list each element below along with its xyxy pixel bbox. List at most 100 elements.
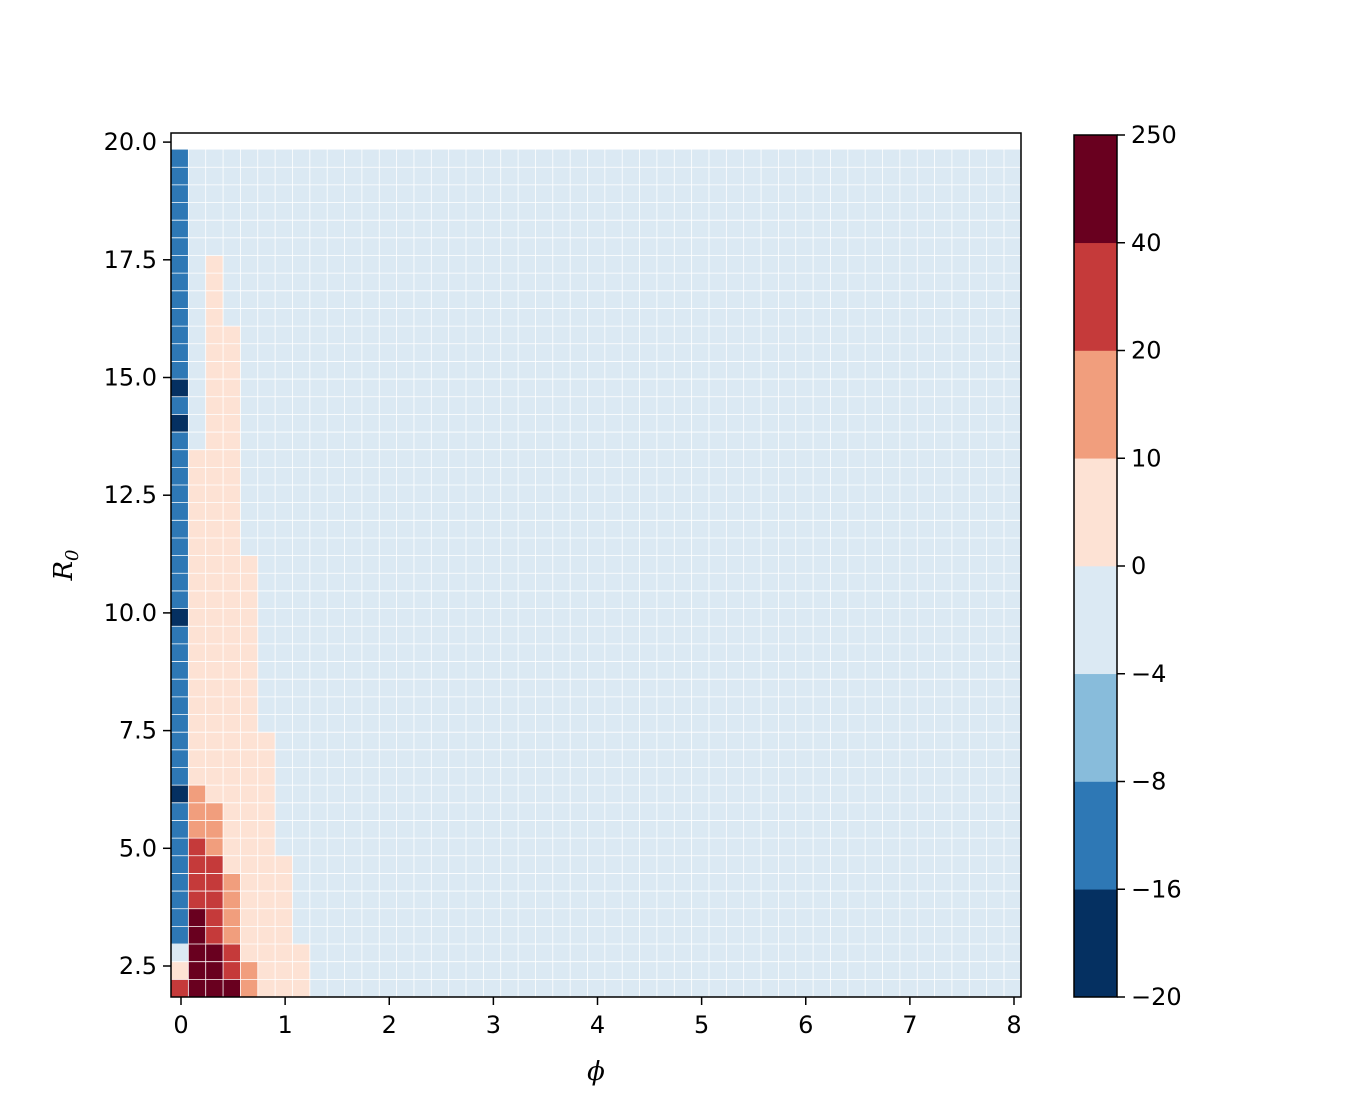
heatmap-cell [379, 661, 397, 680]
heatmap-cell [899, 290, 918, 309]
heatmap-cell [205, 520, 224, 539]
heatmap-cell [1021, 891, 1039, 909]
heatmap-cell [743, 184, 762, 203]
heatmap-cell [240, 944, 259, 962]
heatmap-cell [309, 608, 328, 627]
heatmap-cell [778, 326, 797, 345]
heatmap-cell [327, 520, 345, 539]
heatmap-cell [587, 502, 606, 521]
heatmap-cell [431, 273, 449, 292]
heatmap-cell [674, 802, 692, 821]
heatmap-cell [327, 979, 345, 997]
heatmap-cell [309, 149, 328, 168]
heatmap-cell [552, 273, 571, 292]
heatmap-cell [847, 326, 866, 345]
heatmap-cell [761, 873, 779, 892]
x-tick-label: 3 [486, 1011, 501, 1039]
heatmap-cell [813, 696, 831, 715]
heatmap-cell [1004, 785, 1021, 804]
heatmap-cell [535, 502, 554, 521]
heatmap-cell [743, 414, 762, 433]
heatmap-cell [951, 326, 970, 345]
heatmap-cell [813, 520, 831, 539]
heatmap-cell [899, 661, 918, 680]
heatmap-cell [726, 590, 744, 609]
heatmap-cell [865, 467, 883, 486]
heatmap-cell [431, 308, 449, 327]
heatmap-cell [708, 167, 727, 186]
heatmap-cell [327, 573, 345, 592]
heatmap-cell [257, 502, 276, 521]
heatmap-cell [413, 379, 432, 398]
heatmap-cell [969, 838, 987, 857]
heatmap-cell [830, 696, 849, 715]
heatmap-cell [639, 379, 658, 398]
heatmap-cell [1004, 555, 1021, 574]
heatmap-cell [691, 555, 710, 574]
heatmap-cell [552, 149, 571, 168]
heatmap-cell [448, 414, 467, 433]
heatmap-cell [778, 696, 797, 715]
heatmap-cell [413, 290, 432, 309]
heatmap-cell [171, 573, 189, 592]
heatmap-cell [1021, 838, 1039, 856]
heatmap-cell [830, 785, 849, 804]
heatmap-cell [500, 855, 519, 874]
heatmap-cell [275, 838, 293, 857]
heatmap-cell [500, 343, 519, 362]
heatmap-cell [257, 220, 276, 239]
heatmap-cell [726, 537, 744, 556]
heatmap-cell [761, 432, 779, 450]
heatmap-cell [795, 961, 814, 980]
heatmap-cell [830, 643, 849, 662]
heatmap-cell [223, 573, 241, 592]
heatmap-cell [500, 696, 519, 715]
heatmap-cell [708, 467, 727, 486]
heatmap-cell [500, 520, 519, 539]
heatmap-cell [535, 820, 554, 839]
heatmap-cell [882, 149, 901, 168]
heatmap-cell [535, 308, 554, 327]
heatmap-cell [639, 643, 658, 662]
heatmap-cell [622, 961, 640, 980]
heatmap-cell [882, 679, 901, 698]
heatmap-cell [986, 485, 1005, 503]
heatmap-cell [917, 590, 935, 609]
heatmap-cell [257, 184, 276, 203]
heatmap-cell [708, 449, 727, 468]
heatmap-cell [205, 485, 224, 503]
heatmap-cell [899, 767, 918, 786]
heatmap-cell [396, 661, 415, 680]
heatmap-cell [830, 255, 849, 274]
heatmap-cell [951, 467, 970, 486]
heatmap-cell [986, 608, 1005, 627]
heatmap-cell [379, 979, 397, 997]
heatmap-cell [431, 396, 449, 415]
heatmap-cell [431, 220, 449, 239]
heatmap-cell [691, 838, 710, 857]
heatmap-cell [899, 149, 918, 168]
heatmap-cell [344, 661, 363, 680]
heatmap-cell [240, 537, 259, 556]
heatmap-cell [309, 661, 328, 680]
heatmap-cell [656, 838, 675, 857]
heatmap-cell [708, 184, 727, 203]
heatmap-cell [171, 290, 189, 309]
heatmap-cell [795, 555, 814, 574]
heatmap-cell [813, 273, 831, 292]
heatmap-cell [413, 414, 432, 433]
heatmap-cell [813, 679, 831, 698]
heatmap-cell [275, 926, 293, 945]
heatmap-cell [847, 184, 866, 203]
heatmap-cell [587, 926, 606, 945]
heatmap-cell [327, 767, 345, 786]
heatmap-cell [674, 555, 692, 574]
heatmap-cell [726, 979, 744, 997]
heatmap-cell [292, 326, 311, 345]
heatmap-cell [795, 237, 814, 256]
heatmap-cell [674, 467, 692, 486]
heatmap-cell [413, 767, 432, 786]
heatmap-cell [361, 502, 380, 521]
heatmap-cell [587, 220, 606, 239]
heatmap-cell [656, 661, 675, 680]
